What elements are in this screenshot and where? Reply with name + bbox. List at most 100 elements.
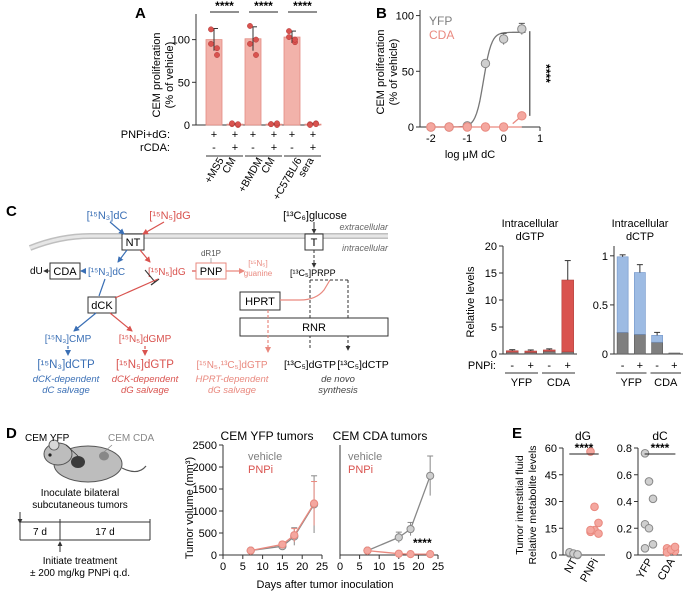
cda-growth-x-tick-label: 0	[337, 561, 343, 573]
dgtp-y-tick-label: 5	[491, 322, 497, 334]
dg-scatter-y-tick-label: 45	[545, 470, 557, 482]
caption-denovo-2: synthesis	[318, 385, 358, 396]
dctp-y-tick-label: 0.5	[593, 300, 608, 312]
panel-a-point	[286, 28, 292, 34]
dc-scatter-sig-label: ****	[651, 441, 670, 455]
panel-b-ylabel-2: (% of vehicle)	[388, 39, 400, 106]
dg-scatter-point	[573, 550, 582, 559]
panel-b-x-tick-label: -2	[426, 133, 436, 145]
dctp-y-tick-label: 1	[602, 251, 608, 263]
dctp-bar-chart: 00.51	[593, 246, 683, 361]
panel-a-row2-sign: -	[212, 142, 216, 154]
panel-a-point	[235, 121, 241, 128]
cda-growth-x-tick-label: 10	[373, 561, 385, 573]
panel-a-y-tick-label: 100	[172, 35, 190, 47]
panel-a-point	[247, 40, 253, 47]
cda-growth-x-tick-label: 5	[357, 561, 363, 573]
dctp-labeled-bar	[651, 335, 663, 343]
panel-a-sig-2-label: ****	[254, 0, 273, 13]
panel-a-row2-label: rCDA:	[140, 142, 170, 154]
panel-a: A CEM proliferation (% of vehicle) 0 50 10…	[121, 0, 322, 202]
yfp-point	[498, 34, 509, 44]
inoculate-label-2: subcutaneous tumors	[32, 500, 128, 511]
timeline-17d: 17 d	[95, 527, 114, 538]
yfp-growth-point-PNPi	[278, 540, 287, 549]
dctp-unlabeled-bar	[668, 352, 681, 355]
yfp-growth-x-tick-label: 15	[276, 561, 288, 573]
panel-a-group-label-2: CM	[259, 156, 278, 176]
yfp-fit-curve	[430, 31, 526, 128]
group-label-yfp: YFP	[621, 377, 642, 389]
rnr-label: RNR	[302, 322, 326, 334]
pnpi-row-label: PNPi:	[468, 360, 496, 372]
panel-a-row1-label: PNPi+dG:	[121, 129, 170, 141]
dc-scatter-y-tick-label: 0.2	[617, 523, 632, 535]
extracellular-dg: [¹⁵N₅]dG	[149, 210, 190, 222]
panel-a-sign-table: +-+++-+++-++	[206, 129, 321, 157]
panel-a-y-tick-label: 50	[178, 77, 190, 89]
cda-tumors-title: CEM CDA tumors	[333, 429, 428, 443]
pnpi-sign: -	[655, 360, 659, 372]
yfp-growth-y-tick-label: 1500	[193, 484, 217, 496]
panel-a-row2-sign: +	[232, 142, 238, 154]
mouse-cda-label: CEM CDA	[108, 433, 154, 444]
dctp-title-2: dCTP	[626, 231, 654, 243]
yfp-growth-point-PNPi	[309, 499, 319, 508]
panel-a-row1-sign: +	[232, 129, 238, 141]
yfp-growth-point-PNPi	[290, 531, 299, 540]
mouse-illustration	[43, 439, 147, 483]
panel-e-ylabel-2: Relative metabolite levels	[527, 445, 539, 564]
cda-point	[517, 111, 527, 121]
panel-b-sig-label: ****	[539, 64, 553, 83]
panel-a-group-label: +BMDM	[236, 156, 266, 195]
cda-growth-x-tick-label: 20	[412, 561, 424, 573]
legend-pnpi-yfp: PNPi	[248, 464, 273, 476]
cda-growth-point-vehicle	[394, 533, 403, 542]
dgtp-y-tick-label: 0	[491, 349, 497, 361]
prpp-label: [¹³C₅]PRPP	[290, 268, 336, 278]
panel-b-x-tick-label: 1	[537, 133, 543, 145]
dctp-labeled-bar	[634, 272, 646, 335]
dgtp-labeled-bar	[543, 349, 556, 352]
dc-scatter-point	[644, 477, 654, 486]
cda-point	[480, 122, 491, 132]
panel-a-point	[208, 26, 214, 33]
panel-a-point	[229, 120, 235, 127]
panel-e: E Tumor interstitial fluid Relative meta…	[512, 425, 682, 584]
cda-point	[444, 122, 454, 132]
yfp-tumors-title: CEM YFP tumors	[221, 429, 314, 443]
dgmp-label: [¹⁵N₅]dGMP	[119, 334, 172, 345]
yfp-growth-y-tick-label: 0	[211, 550, 217, 562]
yfp-growth-y-tick-label: 2500	[193, 440, 217, 452]
panel-a-ylabel-2: (% of vehicle)	[164, 42, 176, 109]
dc-scatter-point	[648, 540, 658, 549]
cda-growth-x-tick-label: 15	[393, 561, 405, 573]
cda-growth-point-PNPi	[363, 546, 372, 555]
panel-a-row1-sign: +	[211, 129, 217, 141]
cda-point	[498, 122, 509, 132]
yfp-point	[517, 24, 527, 34]
panel-b-ylabel: CEM proliferation	[375, 30, 387, 115]
group-label-cda: CDA	[654, 377, 678, 389]
dgtp-labeled-bar	[506, 350, 519, 353]
cda-growth-point-PNPi	[406, 550, 415, 559]
mouse-yfp-label: CEM YFP	[25, 433, 70, 444]
pnpi-sign: -	[510, 360, 514, 372]
caption-denovo-1: de novo	[321, 374, 355, 385]
extracellular-label: extracellular	[339, 222, 389, 232]
cda-growth-line-vehicle	[367, 475, 431, 552]
panel-b-plot: 0 50 100 -2 -1 0 1 ****	[396, 10, 553, 145]
rnr-enzyme-box	[239, 317, 389, 337]
yfp-growth-y-tick-label: 1000	[193, 506, 217, 518]
de-novo-dgtp: [¹³C₅]dGTP	[284, 359, 336, 371]
dgtp-bar-chart: 0 5 10 15 20	[485, 241, 577, 361]
pnpi-sign: +	[565, 360, 571, 372]
panel-a-point	[307, 122, 313, 128]
group-label-cda: CDA	[547, 377, 571, 389]
yfp-growth-x-tick-label: 0	[220, 561, 226, 573]
dc-scatter-point	[670, 542, 680, 552]
dc-scatter-point	[644, 523, 654, 533]
panel-c-ylabel: Relative levels	[465, 266, 477, 337]
